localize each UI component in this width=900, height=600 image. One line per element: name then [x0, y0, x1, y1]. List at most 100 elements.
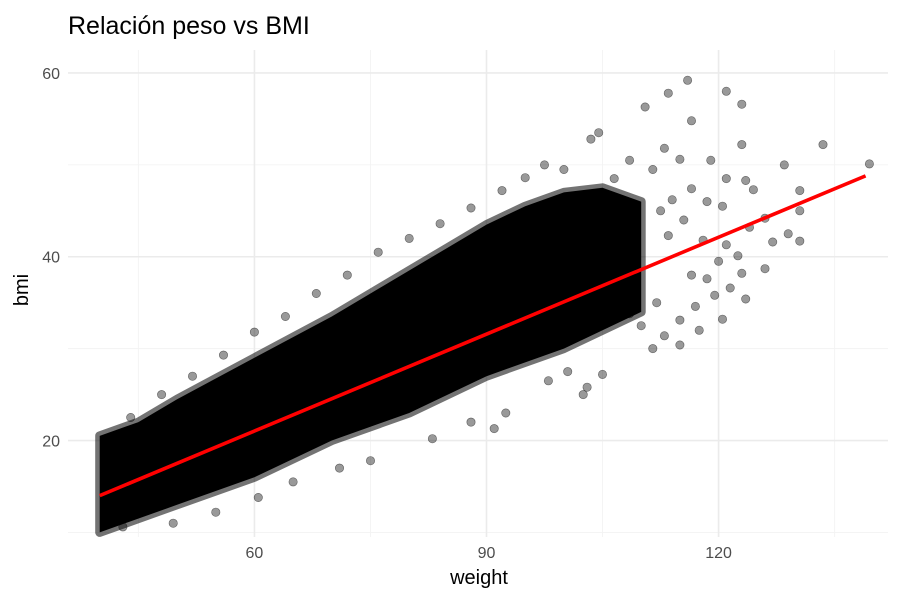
data-point [760, 264, 770, 274]
data-point [219, 350, 229, 360]
data-point [640, 102, 650, 112]
data-point [702, 197, 712, 207]
data-point [280, 311, 290, 321]
data-point [741, 294, 751, 304]
data-point [667, 195, 677, 205]
data-point [795, 206, 805, 216]
data-point [559, 165, 569, 175]
data-point [783, 229, 793, 239]
data-point [543, 376, 553, 386]
data-point [466, 203, 476, 213]
point-cloud [95, 183, 646, 537]
data-point [686, 184, 696, 194]
data-point [741, 176, 751, 186]
data-point [342, 270, 352, 280]
data-point [594, 128, 604, 138]
data-point [795, 186, 805, 196]
data-point [520, 173, 530, 183]
data-point [675, 154, 685, 164]
data-point [253, 492, 263, 502]
data-point [188, 371, 198, 381]
data-point [737, 99, 747, 109]
data-point [625, 155, 635, 165]
data-point [721, 240, 731, 250]
tick-labels: 60 90 120 20 40 60 [42, 66, 732, 562]
data-point [714, 256, 724, 266]
data-point [118, 522, 128, 532]
data-point [702, 274, 712, 284]
data-point [659, 331, 669, 341]
data-point [365, 456, 375, 466]
data-point [737, 140, 747, 150]
data-point [663, 88, 673, 98]
data-point [686, 270, 696, 280]
data-point [249, 327, 259, 337]
data-point [373, 247, 383, 257]
data-point [725, 283, 735, 293]
data-point [466, 417, 476, 427]
data-point [690, 301, 700, 311]
trend-line [99, 174, 867, 498]
y-tick-label: 40 [42, 250, 60, 267]
data-point [497, 186, 507, 196]
data-point [427, 434, 437, 444]
trend-line-layer [99, 174, 867, 498]
data-point [675, 315, 685, 325]
data-point [663, 231, 673, 241]
data-point [311, 288, 321, 298]
y-tick-label: 60 [42, 66, 60, 83]
data-point [334, 463, 344, 473]
data-point [609, 174, 619, 184]
data-point [706, 155, 716, 165]
data-point [404, 233, 414, 243]
data-point [582, 382, 592, 392]
data-point [168, 518, 178, 528]
data-point [648, 165, 658, 175]
data-point [597, 369, 607, 379]
data-point [656, 206, 666, 216]
data-point [489, 424, 499, 434]
data-point [717, 201, 727, 211]
data-point [648, 344, 658, 354]
data-point [694, 325, 704, 335]
data-points [95, 75, 874, 537]
data-point [501, 408, 511, 418]
data-point [679, 215, 689, 225]
data-point [795, 236, 805, 246]
data-point [737, 268, 747, 278]
data-point [717, 314, 727, 324]
data-point [710, 290, 720, 300]
data-point [652, 298, 662, 308]
data-point [675, 340, 685, 350]
y-tick-label: 20 [42, 434, 60, 451]
y-axis-title: bmi [11, 274, 33, 306]
data-point [288, 477, 298, 487]
data-point [683, 75, 693, 85]
data-point [435, 219, 445, 229]
data-point [625, 309, 635, 319]
data-point [157, 390, 167, 400]
data-point [864, 159, 874, 169]
data-point [539, 160, 549, 170]
data-point [211, 507, 221, 517]
data-point [733, 251, 743, 261]
data-point [586, 134, 596, 144]
data-point [686, 116, 696, 126]
x-tick-label: 120 [705, 545, 732, 562]
data-point [721, 86, 731, 96]
data-point [768, 237, 778, 247]
data-point [818, 140, 828, 150]
x-tick-label: 60 [246, 545, 264, 562]
data-point [659, 143, 669, 153]
x-tick-label: 90 [478, 545, 496, 562]
x-axis-title: weight [449, 567, 508, 589]
data-point [779, 160, 789, 170]
data-point [748, 185, 758, 195]
data-point [636, 321, 646, 331]
data-point [721, 174, 731, 184]
data-point [126, 412, 136, 422]
data-point [563, 367, 573, 377]
data-point [578, 390, 588, 400]
chart-title: Relación peso vs BMI [68, 12, 310, 40]
